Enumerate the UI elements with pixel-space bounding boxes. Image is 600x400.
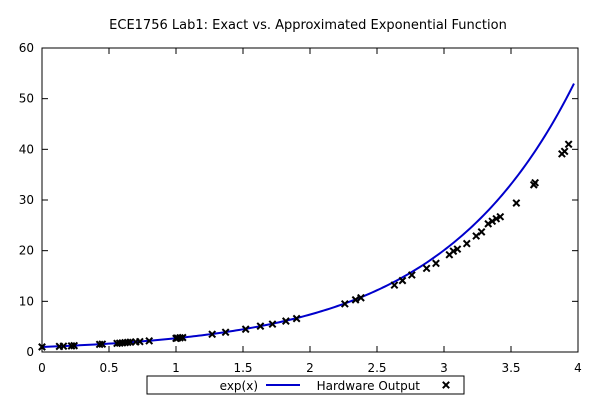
marker-stroke — [241, 325, 250, 334]
hardware-output-point — [484, 219, 493, 228]
hardware-output-point — [398, 276, 407, 285]
axis-ticks — [41, 47, 579, 353]
marker-stroke — [59, 342, 68, 351]
chart-title: ECE1756 Lab1: Exact vs. Approximated Exp… — [109, 18, 507, 33]
y-tick-label: 20 — [19, 244, 34, 258]
marker-stroke — [442, 381, 450, 389]
x-tick-label: 4 — [574, 361, 582, 375]
marker-stroke — [145, 336, 154, 345]
marker-stroke — [38, 343, 46, 351]
marker-stroke — [449, 247, 458, 256]
x-tick-labels: 0 0.5 1 1.5 2 2.5 3 3.5 4 — [38, 361, 582, 375]
marker-stroke — [398, 276, 407, 285]
hardware-output-point — [453, 245, 462, 254]
marker-stroke — [208, 330, 217, 339]
exp-curve-line — [41, 83, 575, 348]
marker-stroke — [531, 178, 540, 187]
hardware-output-point — [432, 259, 440, 268]
x-tick-label: 3.5 — [501, 361, 520, 375]
hardware-output-point — [390, 281, 399, 290]
hardware-output-point — [357, 293, 365, 302]
marker-stroke — [407, 271, 416, 279]
y-tick-label: 60 — [19, 41, 34, 55]
y-tick-labels: 0 10 20 30 40 50 60 — [19, 41, 34, 359]
marker-stroke — [453, 245, 462, 254]
hardware-output-point — [407, 271, 416, 279]
y-tick-label: 40 — [19, 142, 34, 156]
marker-stroke — [492, 214, 501, 223]
hardware-output-point — [564, 140, 573, 149]
hardware-output-point — [340, 299, 349, 308]
x-tick-label: 3 — [440, 361, 448, 375]
legend-box — [146, 375, 465, 395]
legend: exp(x) Hardware Output — [146, 375, 465, 395]
hardware-output-point — [98, 340, 107, 349]
marker-stroke — [496, 212, 505, 221]
hardware-output-point — [208, 330, 217, 339]
marker-stroke — [462, 239, 471, 248]
marker-stroke — [70, 341, 79, 350]
hardware-output-point — [496, 212, 505, 221]
y-tick-label: 30 — [19, 193, 34, 207]
marker-stroke — [135, 337, 144, 346]
hardware-output-point — [422, 264, 431, 273]
y-tick-label: 10 — [19, 294, 34, 308]
hardware-output-point — [221, 328, 230, 337]
marker-stroke — [357, 293, 365, 302]
hardware-output-point — [70, 341, 79, 350]
marker-stroke — [484, 219, 493, 228]
y-tick-label: 50 — [19, 92, 34, 106]
legend-label-hardware: Hardware Output — [317, 379, 421, 393]
hardware-output-point — [135, 337, 144, 346]
marker-stroke — [268, 320, 277, 329]
hardware-output-points — [38, 140, 573, 351]
hardware-output-point — [560, 147, 569, 156]
hardware-output-point — [292, 314, 301, 323]
x-tick-label: 0.5 — [99, 361, 118, 375]
marker-stroke — [340, 299, 349, 308]
x-tick-label: 0 — [38, 361, 46, 375]
hardware-output-point — [531, 178, 540, 187]
legend-swatch-hardware — [442, 381, 450, 389]
x-tick-label: 2 — [306, 361, 314, 375]
marker-stroke — [281, 317, 290, 326]
marker-stroke — [512, 199, 521, 207]
hardware-output-point — [145, 336, 154, 345]
legend-label-exp: exp(x) — [220, 379, 258, 393]
marker-stroke — [256, 322, 265, 331]
marker-stroke — [477, 228, 486, 236]
legend-marker-x — [442, 381, 450, 389]
marker-stroke — [432, 259, 440, 268]
marker-stroke — [560, 147, 569, 156]
marker-stroke — [564, 140, 573, 149]
x-tick-label: 1 — [172, 361, 180, 375]
marker-stroke — [488, 217, 497, 226]
marker-stroke — [351, 295, 360, 304]
hardware-output-point — [351, 295, 360, 304]
marker-stroke — [98, 340, 107, 349]
marker-stroke — [221, 328, 230, 337]
hardware-output-point — [178, 333, 187, 342]
hardware-output-point — [38, 343, 46, 351]
hardware-output-point — [492, 214, 501, 223]
marker-stroke — [178, 333, 187, 342]
hardware-output-point — [512, 199, 521, 207]
marker-stroke — [390, 281, 399, 290]
hardware-output-point — [268, 320, 277, 329]
marker-stroke — [292, 314, 301, 323]
x-tick-label: 2.5 — [367, 361, 386, 375]
hardware-output-point — [488, 217, 497, 226]
hardware-output-point — [59, 342, 68, 351]
hardware-output-point — [449, 247, 458, 256]
y-tick-label: 0 — [26, 345, 34, 359]
hardware-output-point — [256, 322, 265, 331]
hardware-output-point — [477, 228, 486, 236]
hardware-output-point — [281, 317, 290, 326]
hardware-output-point — [241, 325, 250, 334]
hardware-output-point — [462, 239, 471, 248]
marker-stroke — [422, 264, 431, 273]
x-tick-label: 1.5 — [233, 361, 252, 375]
